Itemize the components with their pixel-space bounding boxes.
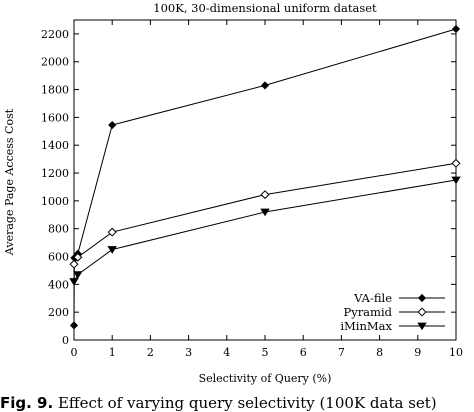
legend-item-pyramid: Pyramid (343, 305, 445, 319)
figure-caption: Fig. 9. Effect of varying query selectiv… (0, 394, 437, 412)
x-tick-label: 1 (109, 346, 116, 359)
x-tick-label: 0 (71, 346, 78, 359)
y-tick-label: 0 (62, 334, 69, 347)
legend-marker (417, 293, 427, 303)
plot-border (73, 19, 457, 341)
y-tick-label: 1400 (41, 139, 69, 152)
y-tick-label: 1200 (41, 167, 69, 180)
data-point-pyramid (451, 158, 461, 168)
x-tick-label: 8 (376, 346, 383, 359)
data-point-va-file (108, 120, 117, 130)
chart-title: 100K, 30-dimensional uniform dataset (153, 1, 377, 15)
x-axis-label: Selectivity of Query (%) (199, 372, 332, 385)
y-axis-label: Average Page Access Cost (3, 108, 16, 256)
series-iminmax (69, 176, 461, 286)
data-point-iminmax (107, 246, 117, 254)
x-tick-label: 7 (338, 346, 345, 359)
figure-caption-text: Effect of varying query selectivity (100… (57, 394, 437, 412)
series-layer (69, 24, 461, 330)
data-point-iminmax (260, 208, 270, 217)
data-point-va-file (260, 81, 270, 90)
data-point-iminmax (69, 278, 79, 286)
figure-caption-label: Fig. 9. (0, 394, 54, 412)
plot-frame (73, 19, 457, 341)
legend-label: Pyramid (343, 305, 392, 319)
x-tick-label: 10 (449, 346, 463, 359)
legend-item-iminmax: iMinMax (340, 319, 445, 333)
data-point-va-file (69, 321, 79, 330)
legend-marker (417, 322, 427, 331)
legend-marker (417, 307, 427, 317)
y-tick-label: 200 (48, 306, 69, 319)
legend-label: iMinMax (340, 319, 392, 333)
y-tick-label: 2200 (41, 28, 69, 41)
data-point-va-file (451, 24, 461, 34)
x-tick-label: 2 (147, 346, 154, 359)
data-point-pyramid (107, 227, 117, 237)
y-tick-label: 1600 (41, 111, 69, 124)
x-tick-label: 3 (185, 346, 192, 359)
x-tick-label: 5 (262, 346, 269, 359)
data-point-iminmax (73, 271, 83, 279)
y-tick-label: 1000 (41, 195, 69, 208)
series-pyramid (69, 158, 461, 269)
data-point-pyramid (69, 259, 79, 269)
y-tick-label: 400 (48, 278, 69, 291)
x-tick-label: 6 (300, 346, 307, 359)
data-point-pyramid (260, 190, 270, 200)
series-line-va-file (73, 28, 457, 326)
y-tick-label: 2000 (41, 56, 69, 69)
y-tick-label: 1800 (41, 84, 69, 97)
y-tick-label: 800 (48, 223, 69, 236)
y-axis-ticks: 0 200 400 600 800 1000 1200 1400 1600 1800 2000 220… (41, 28, 456, 347)
data-point-pyramid (73, 252, 83, 262)
x-axis-ticks: 0 1 2 3 4 5 6 7 8 9 10 (71, 20, 463, 359)
legend-item-va-file: VA-file (353, 291, 445, 305)
data-point-iminmax (451, 176, 461, 185)
legend-label: VA-file (353, 291, 392, 305)
x-tick-label: 9 (414, 346, 421, 359)
x-tick-label: 4 (223, 346, 230, 359)
series-va-file (69, 24, 461, 330)
y-tick-label: 600 (48, 251, 69, 264)
